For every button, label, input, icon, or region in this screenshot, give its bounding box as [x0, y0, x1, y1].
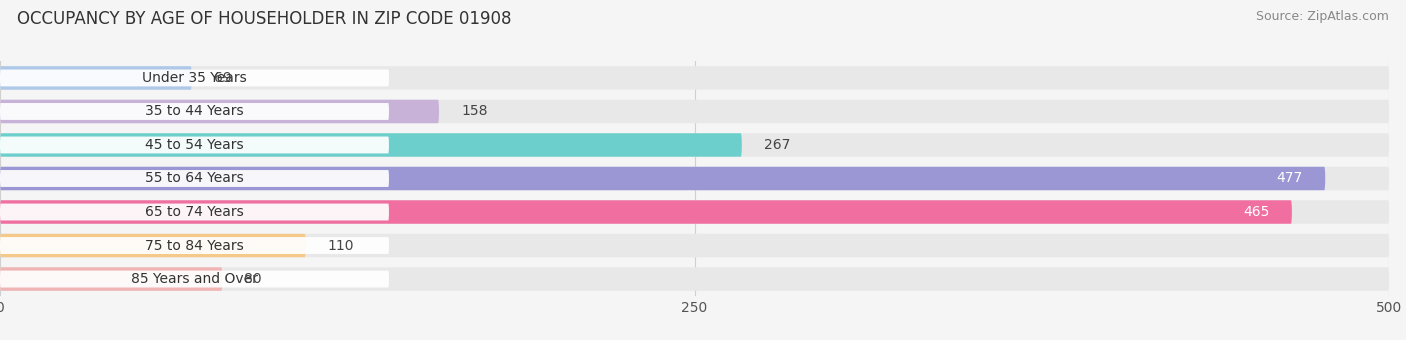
Text: 45 to 54 Years: 45 to 54 Years	[145, 138, 243, 152]
FancyBboxPatch shape	[0, 267, 222, 291]
Text: 110: 110	[328, 239, 354, 253]
Text: 267: 267	[763, 138, 790, 152]
Text: 158: 158	[461, 104, 488, 118]
FancyBboxPatch shape	[0, 170, 389, 187]
FancyBboxPatch shape	[0, 200, 1292, 224]
Text: 75 to 84 Years: 75 to 84 Years	[145, 239, 243, 253]
Text: 55 to 64 Years: 55 to 64 Years	[145, 171, 243, 186]
Text: 85 Years and Over: 85 Years and Over	[131, 272, 257, 286]
FancyBboxPatch shape	[0, 271, 389, 288]
Text: 80: 80	[245, 272, 262, 286]
FancyBboxPatch shape	[0, 200, 1389, 224]
FancyBboxPatch shape	[0, 133, 742, 157]
FancyBboxPatch shape	[0, 100, 439, 123]
Text: 477: 477	[1277, 171, 1303, 186]
FancyBboxPatch shape	[0, 267, 1389, 291]
Text: 465: 465	[1243, 205, 1270, 219]
FancyBboxPatch shape	[0, 167, 1326, 190]
FancyBboxPatch shape	[0, 100, 1389, 123]
FancyBboxPatch shape	[0, 133, 1389, 157]
Text: 69: 69	[214, 71, 232, 85]
FancyBboxPatch shape	[0, 167, 1389, 190]
FancyBboxPatch shape	[0, 234, 1389, 257]
Text: Source: ZipAtlas.com: Source: ZipAtlas.com	[1256, 10, 1389, 23]
FancyBboxPatch shape	[0, 66, 1389, 90]
Text: 65 to 74 Years: 65 to 74 Years	[145, 205, 243, 219]
FancyBboxPatch shape	[0, 237, 389, 254]
Text: 35 to 44 Years: 35 to 44 Years	[145, 104, 243, 118]
Text: Under 35 Years: Under 35 Years	[142, 71, 247, 85]
FancyBboxPatch shape	[0, 234, 305, 257]
FancyBboxPatch shape	[0, 204, 389, 220]
FancyBboxPatch shape	[0, 103, 389, 120]
Text: OCCUPANCY BY AGE OF HOUSEHOLDER IN ZIP CODE 01908: OCCUPANCY BY AGE OF HOUSEHOLDER IN ZIP C…	[17, 10, 512, 28]
FancyBboxPatch shape	[0, 137, 389, 153]
FancyBboxPatch shape	[0, 66, 191, 90]
FancyBboxPatch shape	[0, 69, 389, 86]
